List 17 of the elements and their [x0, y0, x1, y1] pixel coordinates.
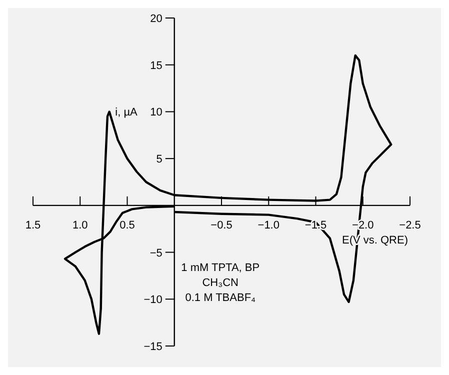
y-tick-label: −10 [144, 294, 162, 306]
y-tick-label: 20 [150, 13, 162, 25]
y-tick-label: 10 [150, 106, 162, 119]
annotation: CH₃CN [202, 277, 239, 290]
x-tick-label: 0.5 [120, 219, 135, 232]
x-tick-label: 1.5 [25, 219, 41, 232]
x-tick-label: 1.0 [72, 219, 88, 232]
x-tick-label: −1.0 [258, 219, 280, 232]
x-tick-label: −0.5 [210, 219, 232, 232]
annotation: 0.1 M TBABF₄ [185, 292, 256, 304]
annotation: 1 mM TPTA, BP [181, 262, 260, 274]
y-tick-label: −5 [150, 247, 162, 260]
y-axis-title: i, µA [115, 106, 138, 119]
y-tick-label: −15 [144, 341, 162, 353]
y-tick-label: 5 [156, 154, 162, 166]
x-tick-label: −2.5 [399, 219, 421, 232]
y-tick-label: 15 [150, 60, 162, 72]
